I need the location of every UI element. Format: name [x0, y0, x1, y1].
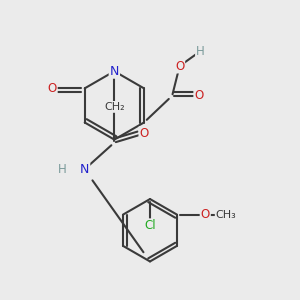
Text: N: N [110, 65, 119, 78]
Text: H: H [58, 163, 67, 176]
Text: O: O [175, 59, 184, 73]
Text: O: O [201, 208, 210, 221]
Text: CH₂: CH₂ [104, 102, 124, 112]
Text: O: O [47, 82, 57, 95]
Text: CH₃: CH₃ [216, 210, 236, 220]
Text: O: O [194, 89, 203, 102]
Text: O: O [140, 127, 149, 140]
Text: Cl: Cl [144, 219, 156, 232]
Text: H: H [196, 45, 205, 58]
Text: N: N [80, 163, 89, 176]
